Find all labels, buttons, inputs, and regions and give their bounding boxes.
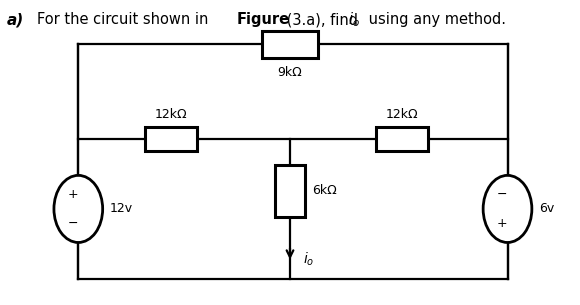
FancyBboxPatch shape xyxy=(376,127,428,151)
Ellipse shape xyxy=(54,175,103,242)
Text: −: − xyxy=(496,188,507,201)
Text: $i_o$: $i_o$ xyxy=(303,250,314,268)
Text: 12v: 12v xyxy=(110,203,133,215)
Text: +: + xyxy=(67,188,78,201)
Text: 12kΩ: 12kΩ xyxy=(386,108,418,121)
Text: −: − xyxy=(67,217,78,230)
Ellipse shape xyxy=(483,175,532,242)
Text: 6v: 6v xyxy=(539,203,554,215)
Text: Figure: Figure xyxy=(237,12,290,27)
FancyBboxPatch shape xyxy=(262,30,318,58)
FancyBboxPatch shape xyxy=(275,165,305,217)
Text: 9kΩ: 9kΩ xyxy=(278,66,302,79)
Text: +: + xyxy=(496,217,507,230)
Text: For the circuit shown in: For the circuit shown in xyxy=(37,12,212,27)
Text: a): a) xyxy=(7,12,24,27)
Text: using any method.: using any method. xyxy=(364,12,506,27)
Text: $i_o$: $i_o$ xyxy=(348,10,360,29)
Text: 12kΩ: 12kΩ xyxy=(155,108,187,121)
Text: 6kΩ: 6kΩ xyxy=(312,184,337,197)
Text: (3.a), find: (3.a), find xyxy=(282,12,363,27)
FancyBboxPatch shape xyxy=(145,127,197,151)
